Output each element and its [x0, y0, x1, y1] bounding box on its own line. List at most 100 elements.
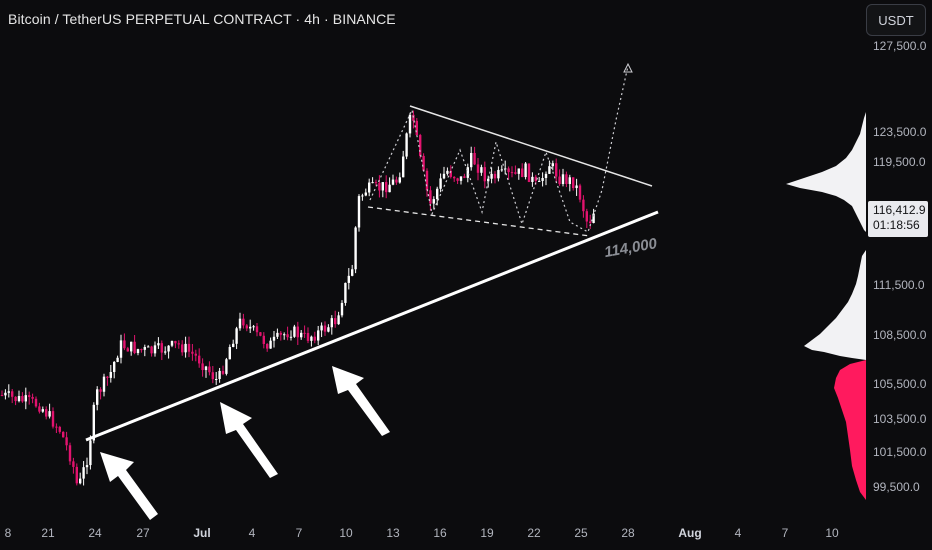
- arrow-marker-3: [332, 366, 390, 436]
- candle-body: [568, 177, 571, 184]
- candle-body: [470, 152, 473, 168]
- price-label: 127,500.0: [873, 39, 927, 53]
- time-axis[interactable]: 8 21 24 27 Jul 4 7 10 13 16 19 22 25 28 …: [0, 518, 866, 550]
- time-label: 27: [136, 526, 150, 540]
- candle-body: [361, 195, 364, 197]
- candle-body: [65, 437, 68, 446]
- candle-body: [327, 327, 330, 332]
- candle-body: [527, 163, 531, 182]
- candle-body: [351, 269, 354, 276]
- candle-body: [296, 326, 299, 338]
- current-price-value: 116,412.9: [873, 203, 926, 217]
- candle-body: [439, 178, 442, 189]
- candle-body: [245, 325, 248, 329]
- candle-body: [323, 325, 327, 332]
- volume-profile-lower: [834, 360, 866, 500]
- candle-body: [551, 163, 554, 167]
- candle-body: [106, 376, 109, 378]
- candle-body: [293, 326, 296, 337]
- candle-body: [371, 182, 374, 184]
- price-label: 103,500.0: [873, 412, 927, 426]
- currency-button[interactable]: USDT: [866, 4, 926, 36]
- candle-body: [259, 332, 262, 336]
- time-label: 7: [781, 526, 789, 540]
- candle-body: [276, 332, 279, 337]
- candle-body: [493, 173, 497, 179]
- time-label: Jul: [193, 526, 211, 540]
- candle-body: [510, 172, 514, 174]
- candle-body: [385, 182, 388, 193]
- time-label: 13: [386, 526, 400, 540]
- wave-projection-dotted: [369, 65, 629, 233]
- candle-body: [476, 164, 480, 173]
- candle-body: [113, 361, 116, 372]
- candle-body: [170, 341, 174, 346]
- candle-body: [317, 330, 320, 341]
- candle-body: [347, 275, 350, 283]
- candle-body: [303, 332, 306, 334]
- candle-body: [357, 196, 361, 228]
- candle-body: [507, 168, 510, 173]
- candle-body: [164, 351, 167, 353]
- candle-body: [531, 176, 534, 182]
- candle-body: [592, 213, 595, 224]
- candle-body: [126, 348, 129, 352]
- candle-body: [58, 426, 61, 432]
- candle-body: [187, 343, 191, 352]
- candle-body: [28, 395, 31, 397]
- candle-body: [191, 351, 194, 354]
- candle-body: [388, 184, 391, 193]
- candle-body: [354, 227, 357, 270]
- candle-body: [34, 398, 38, 407]
- candle-body: [92, 404, 95, 441]
- triangle-upper-line[interactable]: [409, 105, 653, 187]
- arrow-marker-2: [220, 402, 278, 478]
- drawings: 114,000: [85, 62, 659, 442]
- candle-body: [184, 343, 187, 353]
- candle-body: [85, 465, 89, 468]
- candle-body: [561, 174, 565, 185]
- candle-body: [194, 353, 197, 356]
- candle-body: [589, 221, 592, 224]
- triangle-lower-dashed-line[interactable]: [367, 206, 591, 237]
- candle-body: [31, 396, 34, 399]
- candle-body: [201, 363, 204, 371]
- candle-body: [432, 199, 435, 204]
- candle-body: [252, 326, 255, 328]
- candle-body: [344, 282, 347, 303]
- candle-body: [232, 343, 235, 347]
- candle-body: [228, 346, 231, 360]
- time-label: 25: [574, 526, 588, 540]
- candle-body: [538, 180, 541, 182]
- arrows: [100, 366, 390, 520]
- time-label: 28: [621, 526, 635, 540]
- candle-body: [500, 169, 503, 171]
- candle-body: [7, 391, 10, 393]
- candle-body: [541, 178, 544, 181]
- candle-body: [48, 411, 51, 417]
- candle-body: [398, 177, 401, 183]
- candle-body: [555, 163, 558, 177]
- candle-body: [143, 347, 146, 350]
- price-axis[interactable]: 127,500.0 123,500.0 119,500.0 111,500.0 …: [866, 36, 932, 512]
- candle-body: [310, 336, 313, 341]
- candle-body: [75, 466, 78, 484]
- candle-body: [262, 335, 265, 344]
- candle-body: [578, 185, 582, 200]
- candle-body: [225, 359, 228, 374]
- candle-body: [408, 114, 412, 134]
- price-label: 119,500.0: [873, 155, 926, 169]
- ascending-trendline[interactable]: [85, 210, 659, 442]
- time-label: Aug: [678, 526, 702, 540]
- candle-body: [17, 396, 21, 402]
- candle-body: [235, 328, 238, 344]
- candle-body: [102, 376, 106, 392]
- candle-body: [218, 370, 221, 380]
- candle-body: [473, 152, 476, 165]
- candle-body: [412, 114, 415, 121]
- bar-countdown: 01:18:56: [873, 218, 920, 232]
- volume-profile-mid: [804, 250, 866, 360]
- candle-body: [286, 334, 289, 338]
- candle-body: [116, 357, 119, 362]
